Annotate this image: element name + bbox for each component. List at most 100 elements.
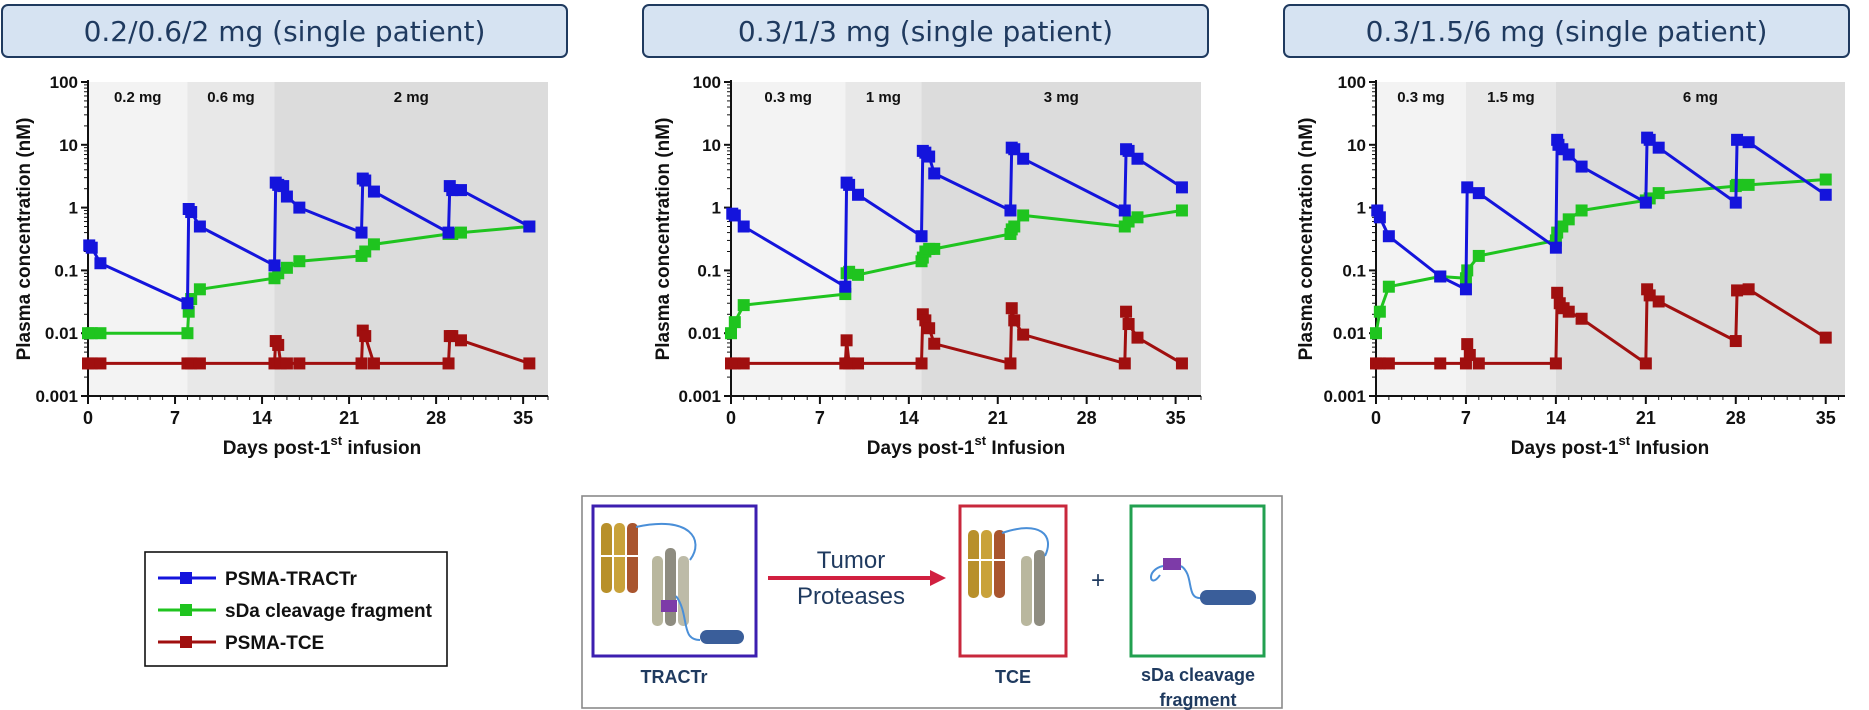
data-point-sda xyxy=(1382,280,1395,293)
data-point-tce xyxy=(1434,357,1447,370)
x-tick-label: 7 xyxy=(815,408,825,428)
data-point-tractr xyxy=(1382,230,1395,243)
data-point-tce xyxy=(523,357,536,370)
legend-tce-marker xyxy=(180,636,192,648)
data-point-tce xyxy=(923,322,936,335)
data-point-sda xyxy=(725,327,737,340)
legend-sda-marker xyxy=(180,604,192,616)
y-axis-label: Plasma concentration (nM) xyxy=(14,118,35,361)
data-point-tractr xyxy=(1819,188,1832,201)
data-point-tractr xyxy=(1118,204,1131,217)
data-point-tractr xyxy=(293,201,306,214)
data-point-tractr xyxy=(367,185,380,198)
data-point-sda xyxy=(359,245,372,258)
data-point-tce xyxy=(359,330,372,343)
data-point-sda xyxy=(1472,249,1485,262)
chart-panel-3: 0.3/1.5/6 mg (single patient) 0.3 mg 1.5 m… xyxy=(1283,4,1850,459)
x-axis-label-suffix: Infusion xyxy=(1630,438,1709,459)
data-point-tce xyxy=(1549,357,1562,370)
dose-period-label: 0.6 mg xyxy=(207,89,255,106)
data-point-tractr xyxy=(1008,143,1021,156)
data-point-tractr xyxy=(1434,270,1447,283)
data-point-tractr xyxy=(193,220,206,233)
data-point-tce xyxy=(1122,318,1135,331)
dose-period-label: 1 mg xyxy=(866,89,901,106)
x-tick-label: 21 xyxy=(988,408,1008,428)
data-point-tractr xyxy=(843,178,856,191)
data-point-tractr xyxy=(1459,283,1472,296)
y-tick-label: 0.001 xyxy=(1323,387,1366,406)
data-point-sda xyxy=(1017,209,1030,222)
data-point-sda xyxy=(1742,178,1755,191)
legend: PSMA-TRACTr sDa cleavage fragment PSMA-T… xyxy=(144,551,448,667)
dose-period-label: 6 mg xyxy=(1683,89,1718,106)
data-point-tce xyxy=(1472,357,1485,370)
tce-molecule-icon xyxy=(966,527,1050,626)
data-point-tractr xyxy=(268,259,281,272)
data-point-sda xyxy=(1175,204,1188,217)
data-point-tce xyxy=(1175,357,1188,370)
data-point-tractr xyxy=(280,190,293,203)
x-axis-label: Days post-1st Infusion xyxy=(1511,433,1709,459)
y-axis-label: Plasma concentration (nM) xyxy=(653,118,674,361)
data-point-tce xyxy=(454,334,467,347)
data-point-tce xyxy=(1461,338,1474,351)
data-point-tce xyxy=(840,334,853,347)
chart-title-box xyxy=(1,4,568,58)
data-point-sda xyxy=(181,327,194,340)
data-point-tce xyxy=(928,337,941,350)
data-point-sda xyxy=(193,283,206,296)
data-point-tractr xyxy=(359,174,372,187)
plus-sign: + xyxy=(1091,567,1105,594)
x-tick-label: 14 xyxy=(252,408,272,428)
y-tick-label: 0.1 xyxy=(54,261,78,280)
data-point-tractr xyxy=(185,206,198,219)
data-point-tce xyxy=(1118,357,1131,370)
data-point-tce xyxy=(852,357,865,370)
data-point-tractr xyxy=(523,220,536,233)
data-point-tce xyxy=(1639,357,1652,370)
data-point-tce xyxy=(1652,295,1665,308)
x-tick-label: 21 xyxy=(339,408,359,428)
data-point-tce xyxy=(1562,305,1575,318)
data-point-sda xyxy=(293,255,306,268)
x-tick-label: 14 xyxy=(899,408,919,428)
data-point-tractr xyxy=(1575,160,1588,173)
data-point-sda xyxy=(852,268,865,281)
data-point-tractr xyxy=(442,226,455,239)
y-tick-label: 10 xyxy=(702,136,721,155)
data-point-sda xyxy=(1575,204,1588,217)
data-point-tractr xyxy=(85,241,98,254)
y-tick-label: 100 xyxy=(50,73,78,92)
x-tick-label: 0 xyxy=(83,408,93,428)
y-tick-label: 1 xyxy=(712,199,721,218)
data-point-tractr xyxy=(181,297,194,310)
data-point-tce xyxy=(1551,286,1564,299)
x-tick-label: 35 xyxy=(1816,408,1836,428)
data-point-tractr xyxy=(1549,241,1562,254)
arrow-label-proteases: Proteases xyxy=(797,583,905,610)
data-point-tce xyxy=(1004,357,1017,370)
y-tick-label: 100 xyxy=(693,73,721,92)
dose-period-band xyxy=(187,82,275,396)
x-tick-label: 28 xyxy=(1077,408,1097,428)
dose-period-band xyxy=(1465,82,1556,396)
data-point-tce xyxy=(193,357,206,370)
data-point-tce xyxy=(272,338,285,351)
data-point-tractr xyxy=(1639,196,1652,209)
data-point-tractr xyxy=(1731,133,1744,146)
x-tick-label: 0 xyxy=(726,408,736,428)
x-axis-label-superscript: st xyxy=(330,433,342,448)
y-tick-label: 0.01 xyxy=(1333,324,1366,343)
data-point-tce xyxy=(737,357,750,370)
dose-period-label: 0.3 mg xyxy=(1397,89,1445,106)
dose-period-band xyxy=(845,82,922,396)
data-point-tractr xyxy=(1004,204,1017,217)
charts-layer: 0.2/0.6/2 mg (single patient) 0.2 mg 0.6 m… xyxy=(1,4,1850,459)
dose-period-band xyxy=(731,82,846,396)
x-axis-label-superscript: st xyxy=(1618,433,1630,448)
data-point-tractr xyxy=(839,280,852,293)
y-tick-label: 100 xyxy=(1338,73,1366,92)
chart-title: 0.3/1.5/6 mg (single patient) xyxy=(1366,15,1768,48)
